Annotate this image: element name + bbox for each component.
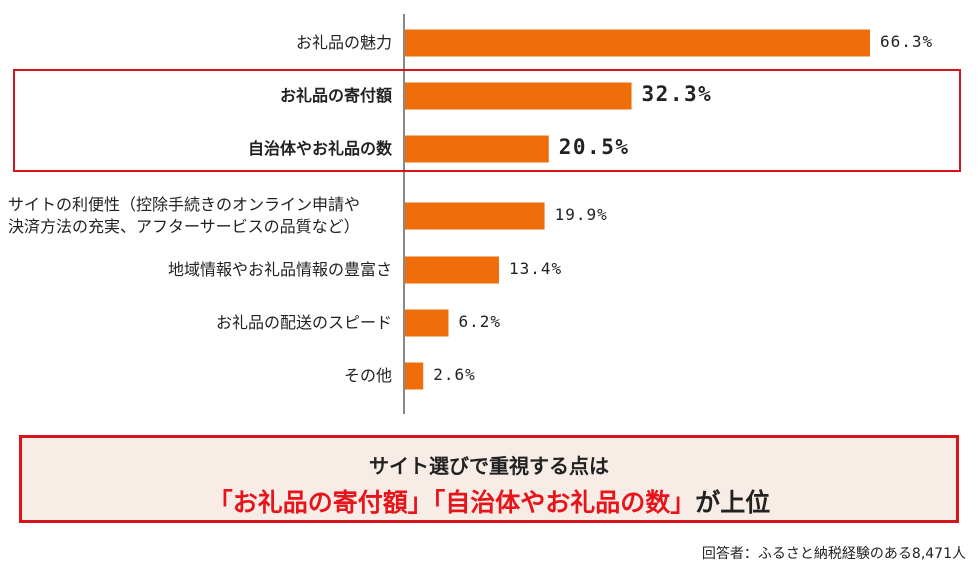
summary-line-2: 「お礼品の寄付額」「自治体やお礼品の数」が上位 <box>22 483 956 519</box>
value-label-3: 19.9% <box>554 205 608 224</box>
summary-highlight: 「お礼品の寄付額」「自治体やお礼品の数」 <box>207 488 696 517</box>
bar-3 <box>405 202 545 230</box>
value-label-1: 32.3% <box>641 82 713 106</box>
category-label-1: お礼品の寄付額 <box>280 85 392 107</box>
summary-line-1: サイト選びで重視する点は <box>369 454 609 478</box>
category-label-line: サイトの利便性（控除手続きのオンライン申請や <box>8 195 361 214</box>
bar-5 <box>405 309 449 337</box>
category-label-line: 決済方法の充実、アフターサービスの品質など） <box>8 217 360 236</box>
bar-6 <box>405 362 424 390</box>
bar-chart <box>403 14 870 414</box>
category-label-line: 地域情報やお礼品情報の豊富さ <box>167 260 392 279</box>
category-label-4: 地域情報やお礼品情報の豊富さ <box>168 259 392 281</box>
value-label-5: 6.2% <box>458 312 501 331</box>
category-label-0: お礼品の魅力 <box>296 32 392 54</box>
category-label-line: その他 <box>343 366 392 385</box>
category-label-5: お礼品の配送のスピード <box>216 312 392 334</box>
category-label-line: 自治体やお礼品の数 <box>247 139 392 158</box>
category-label-line: お礼品の魅力 <box>295 33 392 52</box>
category-label-6: その他 <box>344 365 392 387</box>
summary-box: サイト選びで重視する点は 「お礼品の寄付額」「自治体やお礼品の数」が上位 <box>19 435 959 523</box>
bar-4 <box>405 256 499 284</box>
category-label-line: お礼品の配送のスピード <box>215 313 392 332</box>
highlight-frame <box>13 69 961 172</box>
footnote: 回答者：ふるさと納税経験のある8,471人 <box>701 546 966 562</box>
value-label-0: 66.3% <box>880 32 934 51</box>
category-label-3: サイトの利便性（控除手続きのオンライン申請や 決済方法の充実、アフターサービスの品… <box>8 194 360 238</box>
value-label-6: 2.6% <box>433 365 476 384</box>
bar-1 <box>405 82 632 110</box>
summary-suffix: が上位 <box>695 488 771 517</box>
value-label-2: 20.5% <box>558 135 630 159</box>
value-label-4: 13.4% <box>508 259 563 278</box>
category-label-line: お礼品の寄付額 <box>279 86 392 105</box>
bar-2 <box>405 135 549 163</box>
category-label-2: 自治体やお礼品の数 <box>248 138 392 160</box>
bar-0 <box>405 29 870 57</box>
